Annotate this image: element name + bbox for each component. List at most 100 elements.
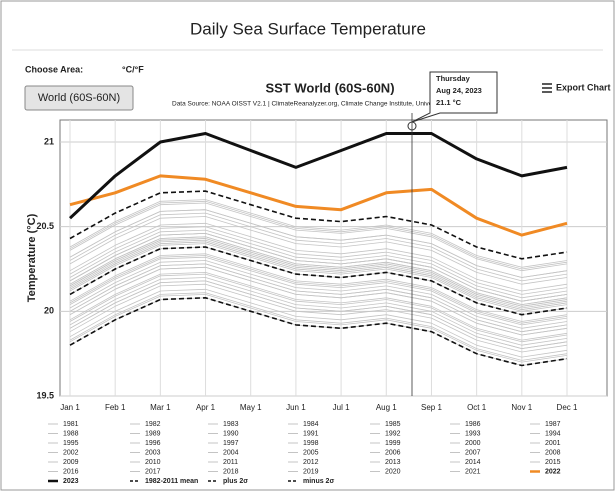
choose-area: Choose Area: [25,64,83,74]
x-tick-label: Aug 1 [376,403,397,412]
legend-label[interactable]: 1986 [465,421,481,428]
x-tick-label: Jun 1 [286,403,306,412]
series-line [69,226,568,295]
unit-toggle[interactable]: °C/°F [122,64,144,74]
legend-label[interactable]: 1992 [385,430,401,437]
series-line [69,292,568,361]
legend-label[interactable]: 1988 [63,430,79,437]
legend-label[interactable]: 2018 [223,468,239,475]
chart-subtitle: Data Source: NOAA OISST V2.1 | ClimateRe… [172,101,441,108]
legend-label[interactable]: 1981 [63,421,79,428]
tooltip [411,71,498,123]
legend-label[interactable]: plus 2σ [223,478,248,485]
x-tick-label: Nov 1 [511,403,532,412]
legend-label[interactable]: 1995 [63,440,79,447]
series-line [69,266,568,336]
x-tick-label: Jul 1 [333,403,350,412]
series-line [69,174,568,237]
legend-label[interactable]: 2008 [545,449,561,456]
series-line [69,243,568,312]
x-tick-label: May 1 [240,403,262,412]
area-button-label[interactable]: World (60S-60N) [38,92,120,104]
series-line [69,190,568,260]
series-line [69,273,568,343]
legend-label[interactable]: 2009 [63,459,79,466]
legend-label[interactable]: 2014 [465,459,481,466]
x-tick-label: Apr 1 [196,403,216,412]
legend-label[interactable]: 1982-2011 mean [145,478,198,485]
legend-label[interactable]: 1991 [303,430,319,437]
series-line [69,238,568,307]
legend-label[interactable]: 1990 [223,430,239,437]
legend-label[interactable]: 2000 [465,440,481,447]
chart-title: SST World (60S-60N) [265,80,394,95]
series-line [69,288,568,358]
series-line [69,200,568,270]
legend-label[interactable]: 1993 [465,430,481,437]
export-chart[interactable]: Export Chart [556,82,611,92]
legend-label[interactable]: 1996 [145,440,161,447]
legend-label[interactable]: 1997 [223,440,239,447]
legend-label[interactable]: 2021 [465,468,481,475]
legend-label[interactable]: 2001 [545,440,561,447]
legend-label[interactable]: 2002 [63,449,79,456]
tooltip-value: 21.1 °C [436,98,462,107]
legend-label[interactable]: 2010 [145,459,161,466]
series-line [69,255,568,324]
legend-label[interactable]: 1985 [385,421,401,428]
legend-label[interactable]: 2012 [303,459,319,466]
y-tick-label: 19.5 [36,390,54,400]
legend-label[interactable]: 1987 [545,421,561,428]
series-line [69,297,568,367]
legend-label[interactable]: 2006 [385,449,401,456]
series-line [69,222,568,292]
series-line [69,280,568,349]
plot-area [59,119,608,397]
legend-label[interactable]: 1984 [303,421,319,428]
series-line [69,239,568,309]
x-tick-label: Oct 1 [467,403,487,412]
series-line [69,272,568,341]
legend-label[interactable]: 1999 [385,440,401,447]
legend-label[interactable]: 2004 [223,449,239,456]
tooltip-day: Thursday [436,74,471,83]
legend-label[interactable]: 2015 [545,459,561,466]
legend-label[interactable]: 2013 [385,459,401,466]
area-button[interactable] [24,85,134,111]
x-tick-label: Dec 1 [557,403,578,412]
legend-label[interactable]: 2016 [63,468,79,475]
series-line [69,233,568,302]
legend-label[interactable]: 2017 [145,468,161,475]
legend-label[interactable]: 1998 [303,440,319,447]
legend-label[interactable]: 2022 [545,468,561,475]
legend-label[interactable]: 1983 [223,421,239,428]
legend-label[interactable]: 1982 [145,421,161,428]
series-line [69,256,568,326]
legend-label[interactable]: 2020 [385,468,401,475]
tooltip-date: Aug 24, 2023 [436,86,482,95]
series-line [69,241,568,310]
legend-label[interactable]: 1989 [145,430,161,437]
legend-label[interactable]: 2023 [63,478,79,485]
series-line [69,283,568,353]
menu-icon[interactable] [542,83,552,93]
series-line [69,209,568,278]
y-tick-label: 21 [44,136,54,146]
series-line [68,132,568,220]
legend-label[interactable]: 2003 [145,449,161,456]
x-tick-label: Feb 1 [105,403,126,412]
series-line [69,199,568,268]
x-tick-label: Jan 1 [60,403,80,412]
legend-label[interactable]: 2007 [465,449,481,456]
series-line [69,246,568,316]
page-title: Daily Sea Surface Temperature [190,19,426,38]
legend-label[interactable]: 2019 [303,468,319,475]
legend-label[interactable]: 1994 [545,430,561,437]
series-line [69,253,568,322]
legend-label[interactable]: 2005 [303,449,319,456]
series-line [69,229,568,299]
legend-label[interactable]: 2011 [223,459,238,466]
legend-label[interactable]: minus 2σ [303,478,334,485]
x-tick-label: Sep 1 [421,403,442,412]
series-line [69,294,568,363]
